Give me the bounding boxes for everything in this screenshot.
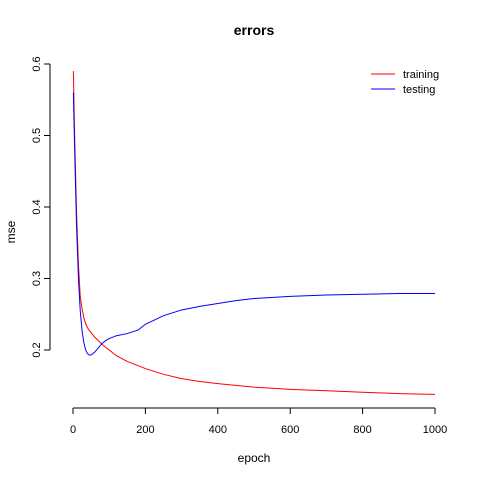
plot-lines: [72, 71, 436, 395]
y-tick-label: 0.6: [31, 56, 43, 71]
x-tick-label: 200: [136, 424, 154, 436]
series-line-training: [72, 71, 436, 395]
y-axis: 0.2 0.3 0.4 0.5 0.6: [31, 56, 51, 358]
chart-title: errors: [234, 22, 275, 38]
x-axis-label: epoch: [238, 451, 271, 465]
legend: training testing: [371, 69, 439, 96]
y-tick-label: 0.3: [31, 271, 43, 286]
y-axis-label: mse: [4, 220, 18, 243]
y-tick-label: 0.4: [31, 199, 43, 214]
y-tick-label: 0.5: [31, 128, 43, 143]
y-tick-label: 0.2: [31, 342, 43, 357]
legend-label-training: training: [403, 69, 439, 81]
x-tick-label: 600: [281, 424, 299, 436]
legend-label-testing: testing: [403, 84, 435, 96]
x-axis: 0 200 400 600 800 1000: [70, 407, 447, 436]
x-tick-label: 400: [209, 424, 227, 436]
series-line-testing: [72, 92, 435, 356]
x-tick-label: 1000: [423, 424, 447, 436]
x-tick-label: 0: [70, 424, 76, 436]
x-tick-label: 800: [353, 424, 371, 436]
